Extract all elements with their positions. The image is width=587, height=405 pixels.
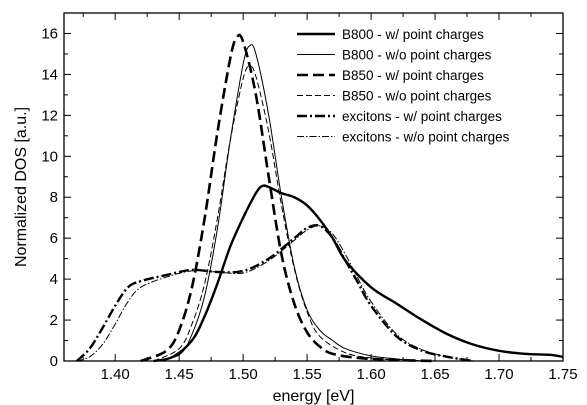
x-axis-label: energy [eV] bbox=[273, 388, 355, 405]
x-tick-label: 1.70 bbox=[484, 366, 513, 383]
x-tick-label: 1.40 bbox=[101, 366, 130, 383]
x-tick-label: 1.60 bbox=[356, 366, 385, 383]
y-tick-label: 2 bbox=[50, 312, 58, 329]
legend-label-3: B850 - w/ point charges bbox=[342, 68, 484, 83]
legend-label-4: B850 - w/o point charges bbox=[342, 89, 492, 104]
y-tick-label: 0 bbox=[50, 353, 58, 370]
y-tick-label: 10 bbox=[41, 148, 58, 165]
y-axis-ticks: 0 2 4 6 8 10 12 14 16 bbox=[41, 25, 563, 370]
y-tick-label: 16 bbox=[41, 25, 58, 42]
legend-label-5: excitons - w/ point charges bbox=[342, 109, 502, 124]
series-line-5 bbox=[75, 224, 474, 363]
y-tick-label: 4 bbox=[50, 271, 58, 288]
series-line-4 bbox=[153, 65, 436, 362]
legend-label-1: B800 - w/ point charges bbox=[342, 27, 484, 42]
series-line-3 bbox=[140, 33, 436, 363]
plot-frame bbox=[63, 12, 564, 362]
x-tick-label: 1.75 bbox=[548, 366, 577, 383]
legend: B800 - w/ point charges B800 - w/o point … bbox=[297, 27, 510, 145]
y-tick-label: 12 bbox=[41, 107, 58, 124]
y-tick-label: 8 bbox=[50, 189, 58, 206]
series-line-2 bbox=[153, 44, 423, 362]
y-tick-label: 14 bbox=[41, 66, 58, 83]
x-tick-label: 1.65 bbox=[420, 366, 449, 383]
y-tick-label: 6 bbox=[50, 230, 58, 247]
x-tick-label: 1.45 bbox=[165, 366, 194, 383]
x-axis-ticks: 1.40 1.45 1.50 1.55 1.60 1.65 1.70 1.75 bbox=[82, 13, 578, 383]
legend-label-6: excitons - w/o point charges bbox=[342, 130, 510, 145]
y-axis-label: Normalized DOS [a.u.] bbox=[13, 107, 30, 267]
x-tick-label: 1.55 bbox=[293, 366, 322, 383]
x-tick-label: 1.50 bbox=[229, 366, 258, 383]
legend-label-2: B800 - w/o point charges bbox=[342, 48, 492, 63]
plot-lines bbox=[75, 33, 564, 363]
series-line-6 bbox=[76, 225, 474, 362]
series-line-1 bbox=[153, 184, 564, 363]
